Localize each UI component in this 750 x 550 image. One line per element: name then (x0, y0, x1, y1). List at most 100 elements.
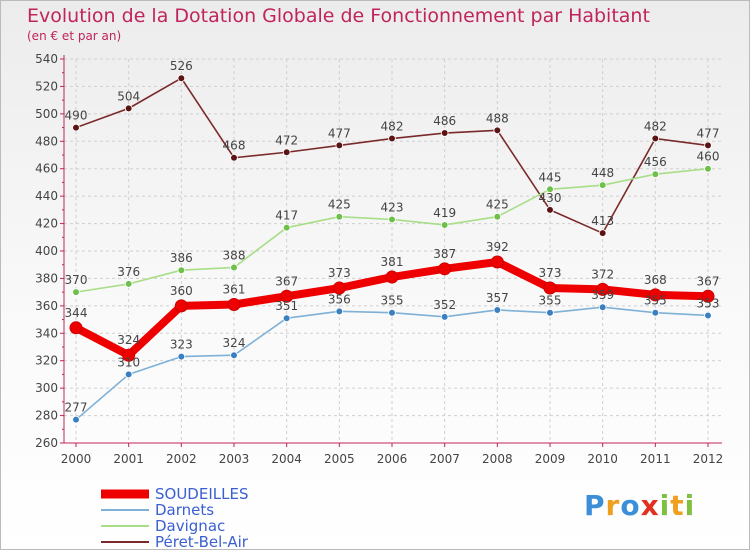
y-tick-label: 500 (35, 107, 58, 121)
data-label-soudeilles: 324 (117, 333, 140, 347)
data-point-darnets (704, 311, 712, 320)
data-point-p-ret-bel-air (72, 123, 80, 132)
data-label-darnets: 357 (486, 291, 509, 305)
data-point-darnets (335, 307, 344, 316)
logo-letter: o (620, 489, 641, 522)
y-tick-label: 440 (35, 189, 58, 203)
data-point-p-ret-bel-air (493, 126, 502, 135)
data-label-darnets: 355 (381, 294, 404, 308)
data-point-p-ret-bel-air (282, 148, 291, 157)
y-tick-label: 420 (35, 217, 58, 231)
data-point-davignac (704, 164, 712, 173)
y-tick-label: 360 (35, 299, 58, 313)
data-point-p-ret-bel-air (335, 141, 344, 150)
x-tick-label: 2002 (166, 452, 197, 466)
data-label-davignac: 423 (381, 200, 404, 214)
data-point-soudeilles (280, 289, 294, 303)
chart-subtitle: (en € et par an) (27, 29, 122, 43)
data-point-soudeilles (122, 348, 136, 362)
data-label-davignac: 448 (591, 166, 614, 180)
data-point-darnets (72, 415, 80, 424)
data-point-davignac (230, 263, 238, 272)
y-tick-label: 340 (35, 326, 58, 340)
data-point-darnets (177, 352, 186, 361)
data-label-p-ret-bel-air: 477 (697, 126, 720, 140)
data-point-davignac (282, 223, 291, 232)
data-point-davignac (388, 215, 396, 224)
y-tick-label: 460 (35, 162, 58, 176)
x-tick-label: 2001 (113, 452, 144, 466)
logo-letter: i (684, 489, 696, 522)
data-label-darnets: 351 (275, 299, 298, 313)
data-point-davignac (598, 181, 607, 189)
x-tick-label: 2006 (377, 452, 408, 466)
data-point-p-ret-bel-air (230, 153, 238, 162)
data-label-darnets: 323 (170, 338, 193, 352)
data-label-davignac: 417 (275, 209, 298, 223)
data-point-p-ret-bel-air (388, 134, 396, 143)
data-label-p-ret-bel-air: 468 (223, 139, 246, 153)
data-label-p-ret-bel-air: 482 (381, 120, 404, 134)
data-label-soudeilles: 381 (381, 255, 404, 269)
data-label-davignac: 460 (697, 150, 720, 164)
y-tick-label: 300 (35, 381, 58, 395)
data-label-soudeilles: 373 (328, 266, 351, 280)
data-label-darnets: 355 (539, 294, 562, 308)
data-point-soudeilles (174, 299, 188, 313)
data-label-p-ret-bel-air: 477 (328, 126, 351, 140)
data-label-davignac: 425 (328, 198, 351, 212)
data-point-darnets (282, 314, 291, 323)
y-tick-label: 320 (35, 354, 58, 368)
data-label-p-ret-bel-air: 488 (486, 111, 509, 125)
logo-letter: i (659, 489, 671, 522)
logo-letter: t (670, 489, 685, 522)
data-label-davignac: 376 (117, 265, 140, 279)
data-label-davignac: 425 (486, 198, 509, 212)
data-label-davignac: 370 (65, 273, 88, 287)
data-point-darnets (546, 308, 554, 317)
data-point-darnets (230, 351, 238, 360)
data-point-soudeilles (648, 288, 662, 302)
data-point-soudeilles (69, 321, 83, 335)
data-label-darnets: 353 (697, 296, 720, 310)
x-tick-label: 2012 (693, 452, 724, 466)
data-point-p-ret-bel-air (651, 134, 660, 143)
data-label-soudeilles: 372 (591, 267, 614, 281)
data-point-darnets (124, 370, 133, 379)
data-point-darnets (651, 308, 660, 317)
data-label-soudeilles: 361 (223, 282, 246, 296)
data-point-davignac (440, 221, 449, 229)
data-label-davignac: 388 (223, 248, 246, 262)
data-point-davignac (72, 288, 80, 296)
y-tick-label: 480 (35, 134, 58, 148)
x-tick-label: 2005 (324, 452, 355, 466)
x-tick-label: 2007 (429, 452, 460, 466)
x-tick-label: 2008 (482, 452, 513, 466)
x-tick-label: 2011 (640, 452, 671, 466)
data-label-darnets: 324 (223, 336, 246, 350)
chart-title: Evolution de la Dotation Globale de Fonc… (27, 5, 650, 27)
logo-letter: r (605, 489, 621, 522)
data-point-soudeilles (438, 262, 452, 276)
data-label-soudeilles: 387 (433, 247, 456, 261)
data-label-darnets: 355 (644, 294, 667, 308)
logo-letter: x (640, 489, 660, 522)
data-point-davignac (651, 170, 660, 179)
data-label-p-ret-bel-air: 413 (591, 214, 614, 228)
x-tick-label: 2009 (535, 452, 566, 466)
data-label-darnets: 352 (433, 298, 456, 312)
data-point-soudeilles (227, 297, 241, 311)
data-point-soudeilles (596, 282, 610, 296)
data-label-davignac: 445 (539, 170, 562, 184)
x-tick-label: 2003 (219, 452, 250, 466)
legend-label-darnets: Darnets (155, 501, 214, 519)
data-label-darnets: 359 (591, 288, 614, 302)
data-point-p-ret-bel-air (598, 229, 607, 237)
data-point-soudeilles (543, 281, 557, 295)
data-label-p-ret-bel-air: 486 (433, 114, 456, 128)
data-point-p-ret-bel-air (177, 74, 186, 82)
data-label-davignac: 456 (644, 155, 667, 169)
data-label-soudeilles: 360 (170, 284, 193, 298)
